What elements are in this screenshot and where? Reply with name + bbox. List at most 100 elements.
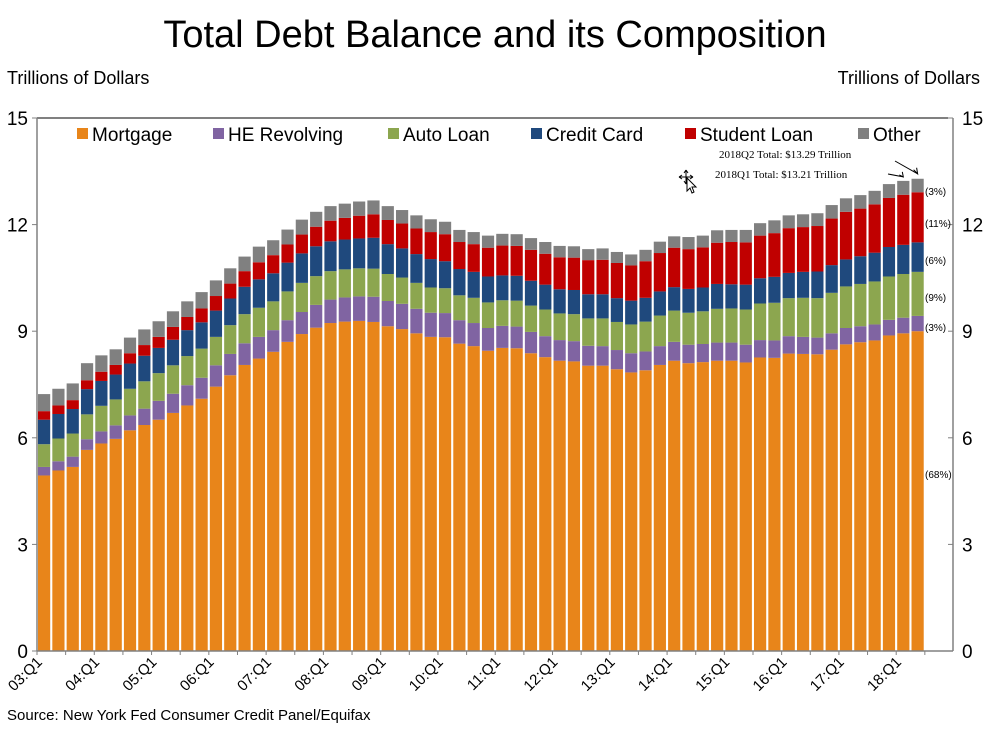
bar-student-loan <box>152 336 165 348</box>
bar-other <box>796 214 810 228</box>
bar-auto-loan <box>682 312 695 345</box>
bar-he-revolving <box>696 343 709 363</box>
bar-he-revolving <box>410 308 423 334</box>
bar-mortgage <box>911 331 924 651</box>
bar-other <box>66 383 79 401</box>
bar-auto-loan <box>653 315 666 347</box>
bar-mortgage <box>768 357 781 651</box>
bar-auto-loan <box>123 388 137 416</box>
bar-he-revolving <box>138 408 151 426</box>
bar-he-revolving <box>310 304 323 328</box>
bar-other <box>324 206 337 221</box>
bar-auto-loan <box>410 282 423 309</box>
bar-other <box>138 329 151 346</box>
bar-auto-loan <box>868 281 881 325</box>
bar-auto-loan <box>796 297 810 337</box>
bar-student-loan <box>882 197 896 247</box>
bar-credit-card <box>438 261 452 289</box>
bar-student-loan <box>524 249 538 281</box>
bar-mortgage <box>782 353 795 651</box>
bar-mortgage <box>438 337 452 651</box>
bar-he-revolving <box>668 341 681 361</box>
x-tick-label: 18:Q1 <box>864 654 905 695</box>
annotation-2018q2-total: 2018Q2 Total: $13.29 Trillion <box>719 149 852 161</box>
y-tick-label-left: 15 <box>7 109 28 130</box>
bar-auto-loan <box>381 273 394 301</box>
x-tick-label: 04:Q1 <box>62 654 103 695</box>
legend-swatch-he-revolving <box>213 128 224 139</box>
bar-he-revolving <box>639 351 652 371</box>
bar-student-loan <box>109 364 122 375</box>
bar-he-revolving <box>811 337 824 355</box>
bar-auto-loan <box>453 295 466 321</box>
bar-he-revolving <box>438 313 452 338</box>
bar-other <box>668 236 681 248</box>
bar-he-revolving <box>353 296 366 321</box>
bar-auto-loan <box>725 308 738 343</box>
bar-auto-loan <box>481 302 495 328</box>
bar-other <box>882 184 896 198</box>
bar-he-revolving <box>66 456 79 467</box>
bar-auto-loan <box>768 302 781 341</box>
bar-student-loan <box>682 249 695 289</box>
bar-he-revolving <box>625 353 638 373</box>
bar-credit-card <box>582 294 595 319</box>
bar-credit-card <box>353 238 366 269</box>
bar-other <box>338 203 351 218</box>
share-label-auto-loan: (9%) <box>925 293 946 304</box>
bar-other <box>181 301 194 317</box>
bar-student-loan <box>553 257 566 290</box>
bar-credit-card <box>324 241 337 272</box>
bar-mortgage <box>725 360 738 651</box>
bar-student-loan <box>353 215 366 239</box>
bar-credit-card <box>782 272 795 299</box>
bar-mortgage <box>166 412 180 651</box>
y-axis-unit-left: Trillions of Dollars <box>7 68 150 88</box>
y-tick-label-right: 12 <box>962 216 983 237</box>
bar-he-revolving <box>825 333 838 350</box>
bar-auto-loan <box>754 303 767 341</box>
bar-student-loan <box>839 211 853 260</box>
bar-he-revolving <box>839 328 853 345</box>
share-label-other: (3%) <box>925 187 946 198</box>
x-tick-label: 17:Q1 <box>807 654 848 695</box>
legend-swatch-student-loan <box>685 128 696 139</box>
bar-other <box>567 246 581 258</box>
bar-student-loan <box>911 192 924 243</box>
bar-student-loan <box>567 257 581 290</box>
x-tick-label: 06:Q1 <box>177 654 218 695</box>
bar-auto-loan <box>238 314 251 344</box>
bar-auto-loan <box>252 307 265 337</box>
bar-other <box>596 248 609 260</box>
bar-credit-card <box>481 276 495 303</box>
bar-student-loan <box>539 253 552 285</box>
bar-other <box>582 249 595 261</box>
bar-credit-card <box>138 355 151 382</box>
bar-student-loan <box>438 234 452 262</box>
bar-auto-loan <box>839 286 853 328</box>
bar-other <box>539 242 552 254</box>
bar-other <box>510 234 523 246</box>
bar-other <box>496 233 509 246</box>
bar-mortgage <box>510 348 523 651</box>
bar-other <box>653 241 666 254</box>
bar-other <box>625 254 638 266</box>
bar-other <box>295 219 308 235</box>
bar-mortgage <box>711 360 724 651</box>
bar-other <box>911 178 924 193</box>
bar-credit-card <box>424 259 437 288</box>
bar-mortgage <box>195 398 208 651</box>
bar-mortgage <box>66 466 79 651</box>
bar-mortgage <box>353 320 366 651</box>
bar-he-revolving <box>682 344 695 364</box>
bar-he-revolving <box>868 324 881 341</box>
bar-mortgage <box>424 336 437 651</box>
bar-credit-card <box>496 275 509 301</box>
bar-student-loan <box>639 261 652 298</box>
bar-credit-card <box>66 409 79 434</box>
bar-other <box>38 394 51 412</box>
bar-other <box>639 249 652 262</box>
bar-mortgage <box>181 405 194 651</box>
bar-he-revolving <box>224 353 237 376</box>
bar-he-revolving <box>567 341 581 362</box>
